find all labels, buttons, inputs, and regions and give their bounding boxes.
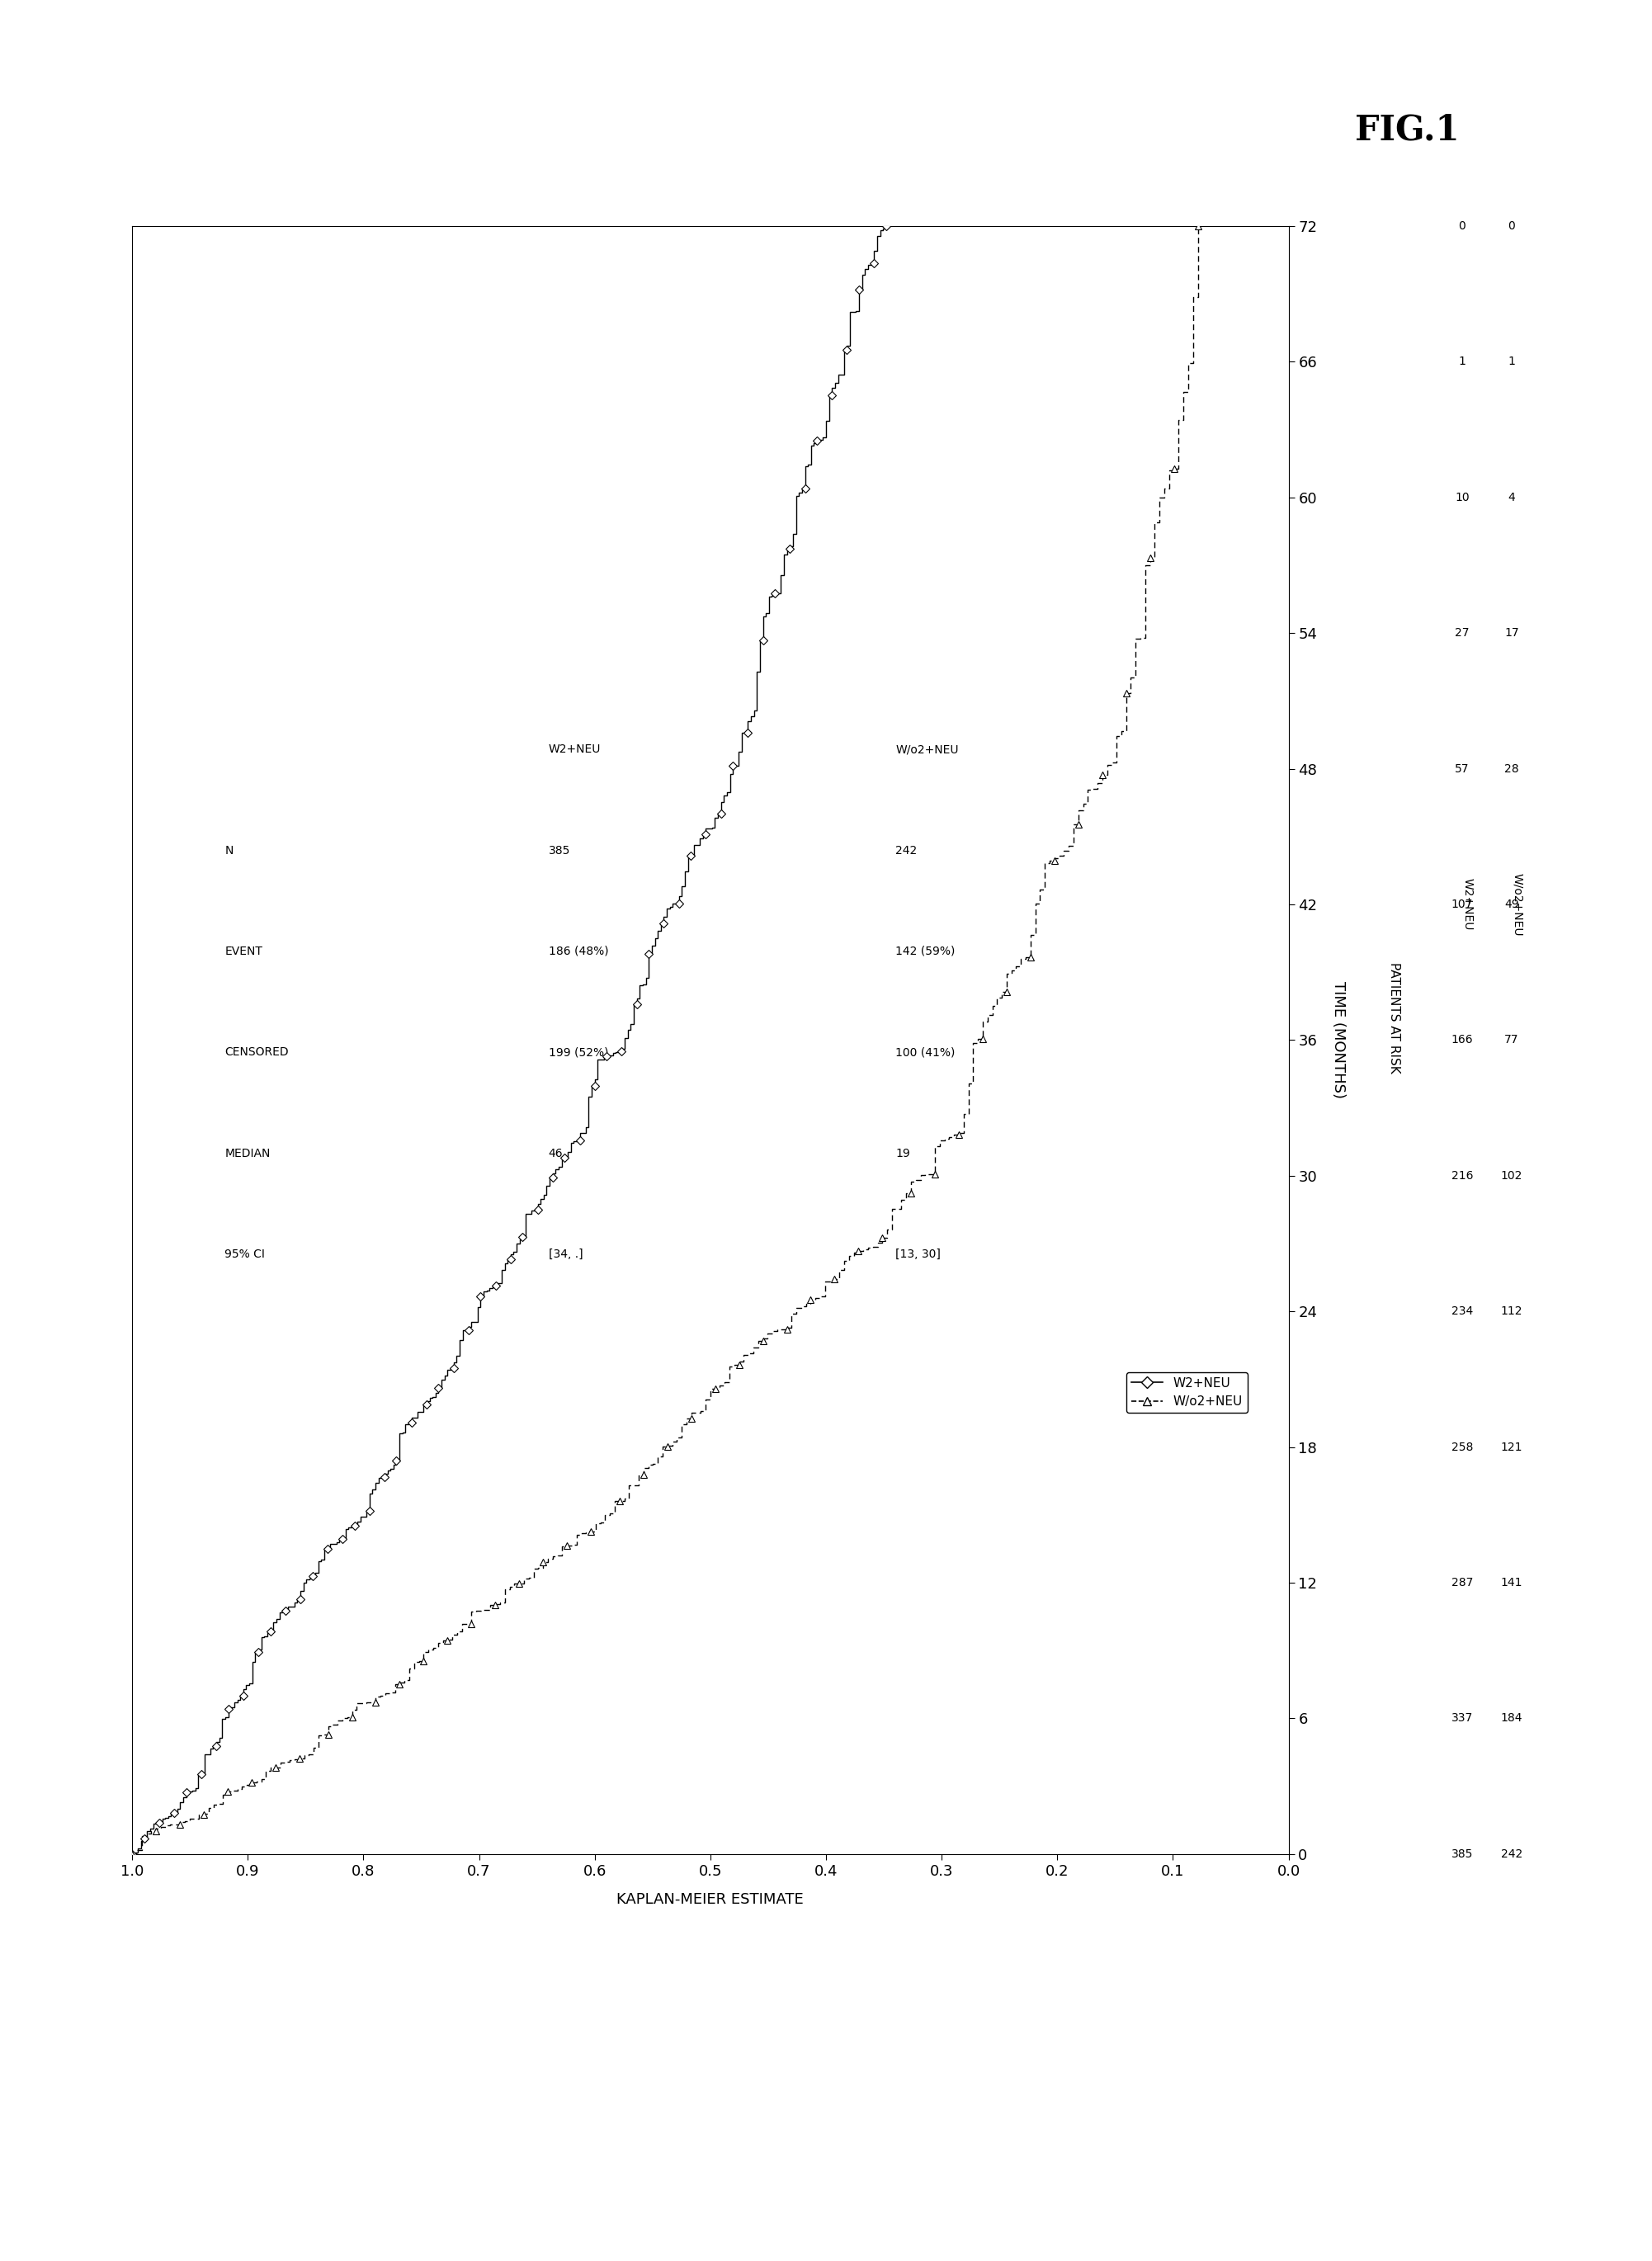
Text: N: N <box>225 846 233 857</box>
Text: 17: 17 <box>1505 626 1518 640</box>
Text: 242: 242 <box>1500 1847 1523 1861</box>
Text: 46: 46 <box>548 1149 563 1160</box>
Text: 95% CI: 95% CI <box>225 1248 264 1259</box>
Text: MEDIAN: MEDIAN <box>225 1149 271 1160</box>
Text: 234: 234 <box>1450 1305 1474 1318</box>
Text: 107: 107 <box>1450 898 1474 911</box>
Text: 1: 1 <box>1508 355 1515 369</box>
Text: 57: 57 <box>1455 762 1469 776</box>
X-axis label: KAPLAN-MEIER ESTIMATE: KAPLAN-MEIER ESTIMATE <box>616 1892 805 1908</box>
Text: [34, .]: [34, .] <box>548 1248 583 1259</box>
Text: 102: 102 <box>1500 1169 1523 1183</box>
Text: FIG.1: FIG.1 <box>1355 113 1459 147</box>
Text: 166: 166 <box>1450 1033 1474 1047</box>
Text: 385: 385 <box>548 846 570 857</box>
Text: 27: 27 <box>1455 626 1469 640</box>
Text: 258: 258 <box>1450 1440 1474 1454</box>
Text: 216: 216 <box>1450 1169 1474 1183</box>
Text: 385: 385 <box>1450 1847 1474 1861</box>
Text: 121: 121 <box>1500 1440 1523 1454</box>
Text: 1: 1 <box>1459 355 1465 369</box>
Text: 10: 10 <box>1455 491 1469 504</box>
Text: 199 (52%): 199 (52%) <box>548 1047 608 1058</box>
Text: 287: 287 <box>1450 1576 1474 1589</box>
Text: 0: 0 <box>1508 219 1515 233</box>
Text: 0: 0 <box>1459 219 1465 233</box>
Legend: W2+NEU, W/o2+NEU: W2+NEU, W/o2+NEU <box>1127 1372 1247 1413</box>
Text: 28: 28 <box>1505 762 1518 776</box>
Text: 142 (59%): 142 (59%) <box>895 945 955 956</box>
Text: EVENT: EVENT <box>225 945 263 956</box>
Text: 242: 242 <box>895 846 917 857</box>
Text: 100 (41%): 100 (41%) <box>895 1047 955 1058</box>
Text: W/o2+NEU: W/o2+NEU <box>1512 873 1523 936</box>
Text: 77: 77 <box>1505 1033 1518 1047</box>
Text: 49: 49 <box>1505 898 1518 911</box>
Text: 186 (48%): 186 (48%) <box>548 945 608 956</box>
Text: W/o2+NEU: W/o2+NEU <box>895 744 958 755</box>
Text: W2+NEU: W2+NEU <box>1462 877 1474 932</box>
Text: [13, 30]: [13, 30] <box>895 1248 940 1259</box>
Text: CENSORED: CENSORED <box>225 1047 289 1058</box>
Text: 184: 184 <box>1500 1712 1523 1725</box>
Text: W2+NEU: W2+NEU <box>548 744 601 755</box>
Text: 4: 4 <box>1508 491 1515 504</box>
Text: PATIENTS AT RISK: PATIENTS AT RISK <box>1388 961 1399 1074</box>
Text: 141: 141 <box>1500 1576 1523 1589</box>
Text: 337: 337 <box>1450 1712 1474 1725</box>
Y-axis label: TIME (MONTHS): TIME (MONTHS) <box>1332 981 1346 1099</box>
Text: 112: 112 <box>1500 1305 1523 1318</box>
Text: 19: 19 <box>895 1149 910 1160</box>
